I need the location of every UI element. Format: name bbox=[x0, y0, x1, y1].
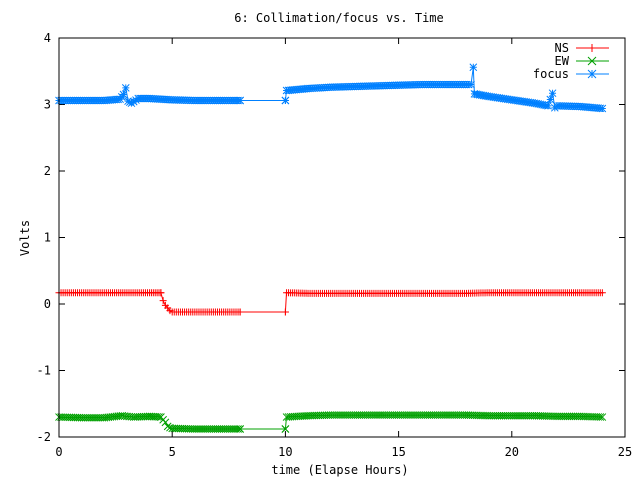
point-x bbox=[587, 56, 597, 66]
x-tick-label: 15 bbox=[391, 445, 405, 459]
y-tick-label: 2 bbox=[44, 164, 51, 178]
point-x bbox=[155, 413, 163, 421]
point-plus bbox=[236, 308, 244, 316]
series-line-EW bbox=[284, 414, 603, 430]
point-star bbox=[587, 69, 597, 79]
point-x bbox=[236, 425, 244, 433]
point-plus bbox=[159, 297, 167, 305]
y-tick-label: 0 bbox=[44, 297, 51, 311]
point-star bbox=[132, 96, 140, 104]
point-star bbox=[119, 90, 128, 99]
series-markers bbox=[55, 63, 607, 433]
y-tick-label: 3 bbox=[44, 98, 51, 112]
x-tick-label: 20 bbox=[505, 445, 519, 459]
x-tick-label: 10 bbox=[278, 445, 292, 459]
point-star bbox=[598, 104, 607, 113]
point-star bbox=[469, 63, 478, 72]
point-star bbox=[236, 96, 244, 105]
legend-label-focus: focus bbox=[533, 67, 569, 81]
y-tick-label: -2 bbox=[37, 430, 51, 444]
y-tick-label: 4 bbox=[44, 31, 51, 45]
point-plus bbox=[588, 44, 596, 52]
x-axis-label: time (Elapse Hours) bbox=[271, 463, 408, 477]
point-x bbox=[143, 412, 152, 421]
y-tick-label: 1 bbox=[44, 231, 51, 245]
point-star bbox=[544, 101, 552, 110]
y-tick-label: -1 bbox=[37, 364, 51, 378]
point-x bbox=[234, 425, 242, 433]
point-x bbox=[598, 413, 607, 421]
y-axis-label-group: Volts bbox=[18, 220, 32, 256]
x-tick-label: 0 bbox=[55, 445, 62, 459]
point-star bbox=[548, 89, 557, 98]
point-star bbox=[129, 97, 138, 106]
plot-frame bbox=[58, 37, 626, 438]
x-tick-label: 25 bbox=[618, 445, 632, 459]
point-x bbox=[161, 418, 170, 427]
point-x bbox=[163, 422, 172, 431]
point-plus bbox=[281, 308, 289, 316]
chart-title: 6: Collimation/focus vs. Time bbox=[234, 11, 444, 25]
point-star bbox=[127, 99, 136, 108]
point-plus bbox=[157, 289, 165, 297]
x-tick-label: 5 bbox=[169, 445, 176, 459]
legend-label-NS: NS bbox=[555, 41, 569, 55]
point-x bbox=[281, 425, 290, 433]
point-x bbox=[596, 413, 605, 421]
point-star bbox=[281, 96, 290, 105]
y-axis-label: Volts bbox=[18, 220, 32, 256]
legend-label-EW: EW bbox=[555, 54, 570, 68]
point-star bbox=[467, 80, 475, 89]
point-plus bbox=[598, 289, 606, 297]
point-star bbox=[546, 95, 555, 104]
point-star bbox=[121, 84, 130, 92]
